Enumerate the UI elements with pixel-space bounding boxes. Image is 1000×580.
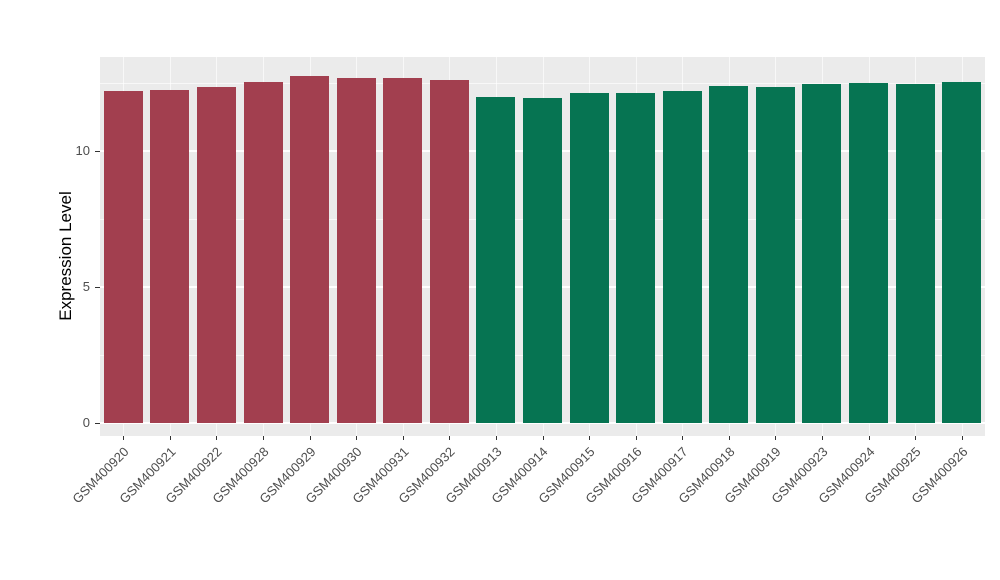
- bar-GSM400929: [290, 76, 329, 423]
- x-tick-mark: [263, 436, 264, 440]
- x-tick-mark: [170, 436, 171, 440]
- x-tick-mark: [636, 436, 637, 440]
- plot-panel: [100, 57, 985, 436]
- x-tick-mark: [496, 436, 497, 440]
- gridline-major: [100, 422, 985, 424]
- y-tick-label: 5: [82, 279, 90, 294]
- y-tick-label: 0: [82, 415, 90, 430]
- bar-GSM400928: [244, 82, 283, 423]
- x-tick-mark: [682, 436, 683, 440]
- bar-GSM400932: [430, 80, 469, 423]
- gridline-minor: [100, 83, 985, 84]
- bar-GSM400930: [337, 78, 376, 423]
- bar-GSM400923: [802, 84, 841, 423]
- x-tick-mark: [822, 436, 823, 440]
- y-axis-title: Expression Level: [56, 191, 75, 321]
- x-tick-mark: [962, 436, 963, 440]
- y-tick-mark: [95, 423, 100, 424]
- x-tick-mark: [775, 436, 776, 440]
- x-tick-mark: [356, 436, 357, 440]
- x-tick-mark: [729, 436, 730, 440]
- x-tick-mark: [403, 436, 404, 440]
- bar-GSM400915: [570, 93, 609, 423]
- bar-GSM400918: [709, 86, 748, 423]
- y-tick-mark: [95, 151, 100, 152]
- bar-GSM400931: [383, 78, 422, 423]
- bar-GSM400913: [476, 97, 515, 423]
- bar-GSM400919: [756, 87, 795, 423]
- x-tick-mark: [310, 436, 311, 440]
- bar-GSM400921: [150, 90, 189, 423]
- bar-GSM400916: [616, 93, 655, 423]
- x-tick-mark: [915, 436, 916, 440]
- x-tick-mark: [543, 436, 544, 440]
- x-tick-mark: [216, 436, 217, 440]
- y-tick-mark: [95, 287, 100, 288]
- bar-GSM400917: [663, 91, 702, 423]
- y-tick-label: 10: [75, 143, 90, 158]
- bar-GSM400922: [197, 87, 236, 423]
- x-tick-mark: [869, 436, 870, 440]
- x-tick-mark: [589, 436, 590, 440]
- x-tick-mark: [449, 436, 450, 440]
- bar-GSM400924: [849, 83, 888, 423]
- bar-GSM400926: [942, 82, 981, 423]
- bar-GSM400925: [896, 84, 935, 423]
- bar-GSM400914: [523, 98, 562, 423]
- bar-GSM400920: [104, 91, 143, 423]
- x-tick-mark: [123, 436, 124, 440]
- x-axis-labels: GSM400920 GSM400921 GSM400922 GSM400928 GSM4…: [69, 444, 985, 564]
